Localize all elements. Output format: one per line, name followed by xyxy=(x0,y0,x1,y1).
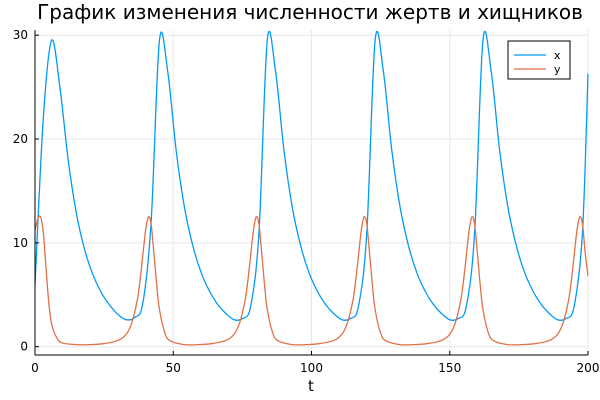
y-tick-label: 10 xyxy=(13,236,28,250)
x-ticks: 0 50 100 150 200 xyxy=(31,351,599,375)
series-line-x xyxy=(34,30,589,321)
y-tick-label: 20 xyxy=(13,132,28,146)
legend-label-y: y xyxy=(554,63,561,76)
series-layer xyxy=(34,30,589,346)
x-tick-label: 200 xyxy=(577,361,600,375)
legend-label-x: x xyxy=(554,49,561,62)
x-tick-label: 0 xyxy=(31,361,39,375)
x-tick-label: 50 xyxy=(166,361,181,375)
y-ticks: 0 10 20 30 xyxy=(13,28,39,354)
legend-box xyxy=(507,40,571,80)
x-tick-label: 100 xyxy=(300,361,323,375)
chart-title: График изменения численности жертв и хищ… xyxy=(37,0,583,24)
grid xyxy=(34,30,589,355)
y-tick-label: 0 xyxy=(20,340,28,354)
series-line-y xyxy=(34,215,589,346)
y-tick-label: 30 xyxy=(13,28,28,42)
x-axis-label: t xyxy=(308,377,314,395)
legend: x y xyxy=(507,40,571,80)
x-tick-label: 150 xyxy=(438,361,461,375)
